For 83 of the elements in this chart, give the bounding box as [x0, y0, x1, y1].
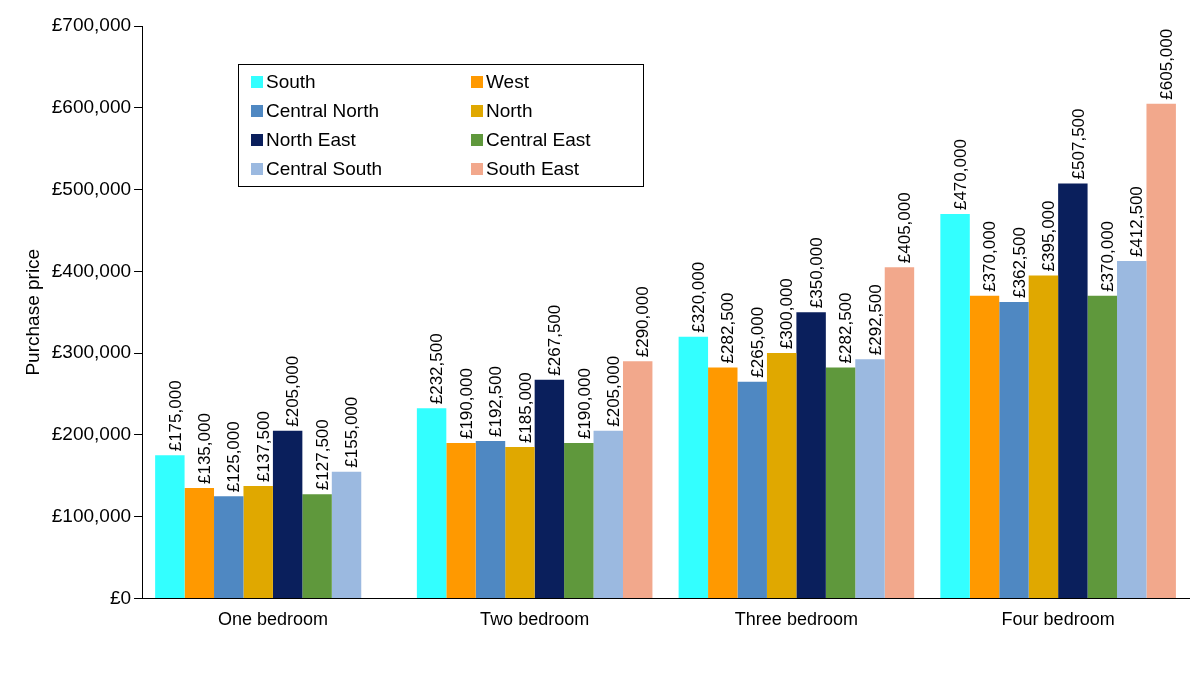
bar: [446, 443, 476, 598]
data-label: £127,500: [312, 419, 332, 491]
data-label: £507,500: [1068, 108, 1088, 180]
bar: [475, 440, 506, 598]
legend-label: North: [486, 100, 533, 122]
y-tick-label: £700,000: [51, 14, 132, 36]
data-label: £395,000: [1039, 200, 1059, 272]
bar: [737, 381, 767, 598]
bar: [534, 379, 565, 598]
data-label: £320,000: [689, 261, 709, 333]
bar: [622, 361, 653, 598]
y-tick-label: £200,000: [51, 423, 132, 445]
y-tick-label: £400,000: [51, 259, 132, 281]
bar: [825, 367, 856, 598]
bar: [1117, 261, 1147, 598]
bar: [505, 447, 535, 598]
data-label: £205,000: [603, 355, 623, 427]
bar: [331, 471, 362, 598]
data-label: £205,000: [283, 355, 303, 427]
bar: [1058, 183, 1088, 598]
legend-label: Central North: [266, 100, 379, 122]
legend-label: Central South: [266, 158, 383, 180]
data-label: £282,500: [718, 292, 738, 364]
data-label: £175,000: [165, 380, 185, 452]
bar: [884, 267, 915, 598]
data-label: £370,000: [1097, 220, 1117, 292]
bar: [969, 295, 1000, 598]
data-label: £470,000: [950, 139, 970, 211]
bar: [184, 488, 215, 598]
y-axis-title: Purchase price: [21, 248, 43, 376]
data-label: £192,500: [486, 366, 506, 437]
bar: [708, 367, 738, 598]
legend-label: West: [486, 71, 529, 93]
bar: [766, 353, 797, 598]
legend-label: South: [266, 71, 316, 93]
y-tick-label: £100,000: [51, 504, 132, 526]
legend-label: South East: [486, 158, 579, 180]
bar: [214, 496, 244, 598]
data-label: £370,000: [980, 220, 1000, 292]
data-label: £190,000: [574, 368, 594, 440]
data-label: £300,000: [777, 278, 797, 350]
data-label: £185,000: [515, 372, 535, 444]
bar: [155, 455, 185, 598]
bar: [678, 336, 709, 598]
y-tick-label: £600,000: [51, 96, 132, 118]
y-tick-label: £500,000: [51, 177, 132, 199]
x-tick-label: Three bedroom: [734, 609, 858, 630]
data-label: £350,000: [806, 237, 826, 309]
legend-label: North East: [266, 129, 356, 151]
bar: [999, 301, 1029, 598]
bar: [593, 430, 623, 598]
bar: [796, 312, 826, 598]
bar: [302, 494, 332, 598]
data-label: £232,500: [427, 333, 447, 405]
y-tick-label: £300,000: [51, 341, 132, 363]
y-tick-label: £0: [109, 586, 132, 608]
data-label: £292,500: [865, 284, 885, 356]
data-label: £137,500: [253, 411, 273, 482]
data-label: £190,000: [456, 368, 476, 440]
data-label: £405,000: [895, 192, 915, 264]
x-tick-label: Four bedroom: [1001, 609, 1115, 630]
bar: [855, 359, 885, 598]
data-label: £267,500: [545, 304, 565, 376]
data-label: £362,500: [1009, 227, 1029, 298]
data-label: £282,500: [836, 292, 856, 364]
bar: [272, 430, 303, 598]
bar: [940, 214, 970, 598]
x-tick-label: Two bedroom: [480, 609, 590, 630]
data-label: £265,000: [747, 306, 767, 378]
bar: [1146, 103, 1176, 598]
bar: [1028, 275, 1059, 598]
bar: [1087, 295, 1118, 598]
bar: [243, 485, 273, 598]
data-label: £155,000: [342, 396, 362, 468]
bar: [564, 443, 594, 598]
data-label: £605,000: [1156, 28, 1176, 100]
data-label: £412,500: [1127, 186, 1147, 258]
data-label: £125,000: [224, 421, 244, 493]
bar: [416, 408, 447, 598]
legend-label: Central East: [486, 129, 591, 151]
data-label: £290,000: [633, 286, 653, 358]
data-label: £135,000: [194, 413, 214, 485]
x-tick-label: One bedroom: [217, 609, 328, 630]
